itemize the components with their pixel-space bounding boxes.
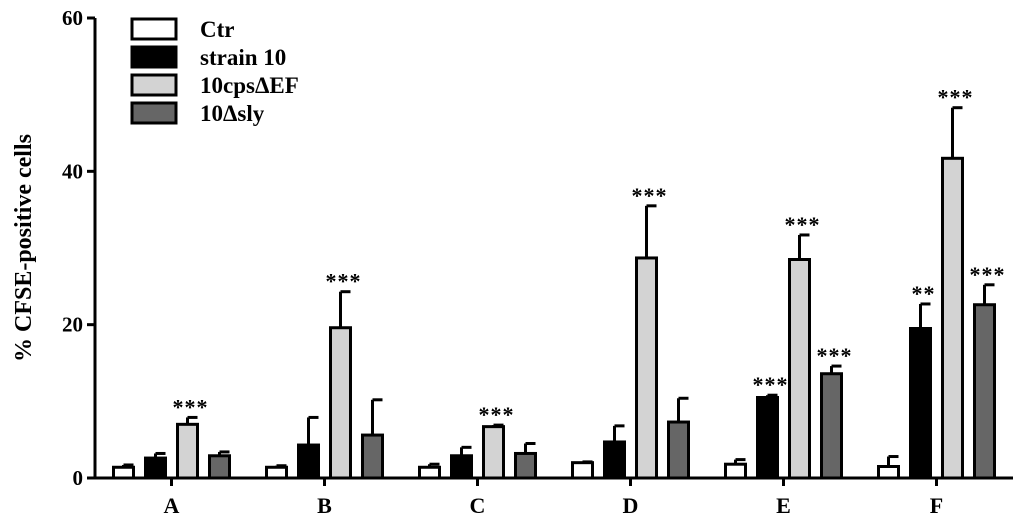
bar <box>297 443 320 480</box>
legend: Ctr strain 10 10cpsΔEF 10Δsly <box>130 17 299 126</box>
significance-label: *** <box>817 343 853 368</box>
y-tick-label: 0 <box>73 466 84 490</box>
bar <box>941 156 964 480</box>
x-category-label: F <box>930 493 943 518</box>
bar <box>973 303 996 480</box>
bar <box>877 465 900 480</box>
legend-label: 10Δsly <box>200 101 265 126</box>
legend-swatch <box>130 17 178 41</box>
legend-label: 10cpsΔEF <box>200 73 299 98</box>
bar <box>482 425 505 480</box>
bar <box>418 465 441 480</box>
y-tick-label: 20 <box>62 313 83 337</box>
bar <box>724 462 747 480</box>
significance-label: *** <box>938 85 974 110</box>
bar <box>603 440 626 480</box>
legend-swatch <box>130 73 178 97</box>
bar <box>788 258 811 480</box>
bar <box>667 420 690 480</box>
significance-label: *** <box>970 262 1006 287</box>
bar <box>208 454 231 480</box>
legend-swatch <box>130 45 178 69</box>
x-category-label: C <box>470 493 486 518</box>
bar <box>112 465 135 480</box>
bar <box>571 461 594 480</box>
y-tick-label: 60 <box>62 6 83 30</box>
bars-group: ***************************** <box>112 85 1006 480</box>
axes: 0 20 40 60 A B C D E F <box>62 6 1013 518</box>
bar <box>909 327 932 480</box>
bar <box>756 396 779 480</box>
bar <box>144 456 167 480</box>
bar <box>329 326 352 480</box>
bar <box>265 465 288 480</box>
significance-label: *** <box>632 183 668 208</box>
bar <box>176 422 199 480</box>
x-category-label: E <box>776 493 791 518</box>
significance-label: *** <box>753 372 789 397</box>
significance-label: *** <box>173 394 209 419</box>
legend-label: Ctr <box>200 17 234 42</box>
bar <box>820 372 843 480</box>
significance-label: *** <box>785 212 821 237</box>
x-category-label: B <box>317 493 332 518</box>
legend-label: strain 10 <box>200 45 286 70</box>
bar <box>635 256 658 480</box>
bar <box>450 454 473 480</box>
x-category-label: D <box>623 493 639 518</box>
legend-swatch <box>130 101 178 125</box>
y-tick-label: 40 <box>62 159 83 183</box>
significance-label: *** <box>326 269 362 294</box>
x-category-label: A <box>164 493 180 518</box>
significance-label: *** <box>479 402 515 427</box>
bar <box>514 451 537 480</box>
y-axis-title: % CFSE-positive cells <box>11 134 37 362</box>
bar <box>361 433 384 480</box>
significance-label: ** <box>912 281 936 306</box>
